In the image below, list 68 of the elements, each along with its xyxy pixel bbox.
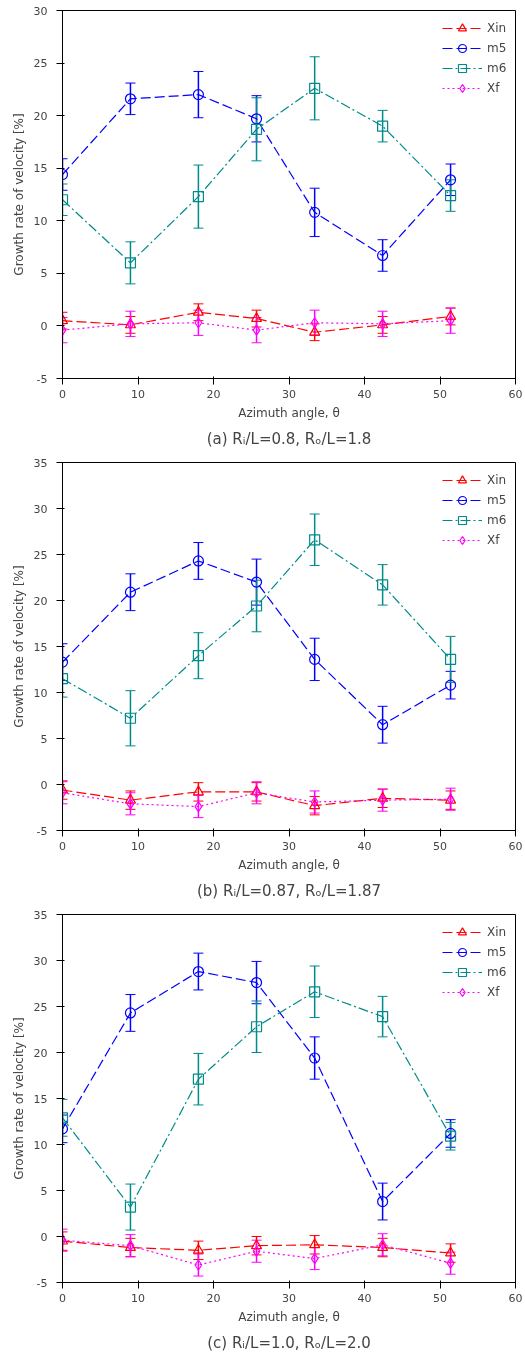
y-tick-label: 30 bbox=[33, 954, 48, 968]
x-tick-label: 30 bbox=[282, 1291, 296, 1305]
x-tick-label: 20 bbox=[206, 387, 221, 401]
y-tick-label: 5 bbox=[40, 732, 48, 746]
x-tick-label: 60 bbox=[508, 1291, 523, 1305]
legend-label: Xin bbox=[487, 925, 507, 939]
y-tick-label: 20 bbox=[33, 594, 48, 608]
x-tick-label: 10 bbox=[131, 1291, 145, 1305]
x-tick-label: 50 bbox=[433, 839, 447, 853]
x-tick-label: 0 bbox=[59, 387, 66, 401]
text: (c) Rᵢ/L=1.0, Rₒ/L=2.0 bbox=[207, 1333, 371, 1352]
text: (b) Rᵢ/L=0.87, Rₒ/L=1.87 bbox=[196, 881, 382, 900]
y-tick-label: 15 bbox=[33, 640, 48, 654]
y-tick-label: 35 bbox=[33, 456, 48, 470]
x-tick-label: 30 bbox=[282, 839, 296, 853]
y-tick-label: 25 bbox=[33, 548, 48, 562]
y-tick-label: 25 bbox=[33, 1000, 48, 1014]
legend-label: Xin bbox=[487, 473, 507, 487]
y-tick-label: 5 bbox=[40, 1184, 48, 1198]
legend-label: m6 bbox=[487, 965, 507, 979]
x-tick-label: 60 bbox=[508, 839, 523, 853]
y-tick-label: 35 bbox=[33, 908, 48, 922]
legend-label: Xf bbox=[487, 985, 501, 999]
x-tick-label: 50 bbox=[433, 1291, 447, 1305]
y-tick-label: -5 bbox=[36, 372, 48, 386]
y-tick-label: 20 bbox=[33, 109, 48, 123]
legend-label: Xf bbox=[487, 533, 501, 547]
y-axis-title: Growth rate of velocity [%] bbox=[11, 1017, 26, 1180]
y-tick-label: -5 bbox=[36, 1276, 48, 1290]
y-tick-label: -5 bbox=[36, 824, 48, 838]
legend-label: m5 bbox=[487, 41, 507, 55]
y-tick-label: 15 bbox=[33, 1092, 48, 1106]
x-axis-title: Azimuth angle, θ bbox=[238, 857, 340, 872]
y-tick-label: 30 bbox=[33, 4, 48, 18]
x-tick-label: 20 bbox=[206, 1291, 221, 1305]
y-axis-title: Growth rate of velocity [%] bbox=[11, 113, 26, 276]
legend-label: m5 bbox=[487, 493, 507, 507]
x-tick-label: 50 bbox=[433, 387, 447, 401]
y-tick-label: 15 bbox=[33, 162, 48, 176]
y-tick-label: 10 bbox=[33, 214, 48, 228]
x-tick-label: 0 bbox=[59, 839, 66, 853]
legend-label: Xin bbox=[487, 21, 507, 35]
x-tick-label: 10 bbox=[131, 839, 145, 853]
y-tick-label: 10 bbox=[33, 686, 48, 700]
x-axis-title: Azimuth angle, θ bbox=[238, 1309, 340, 1324]
y-tick-label: 30 bbox=[33, 502, 48, 516]
y-tick-label: 0 bbox=[40, 778, 48, 792]
y-tick-label: 25 bbox=[33, 57, 48, 71]
legend-label: m6 bbox=[487, 513, 507, 527]
x-tick-label: 20 bbox=[206, 839, 221, 853]
y-tick-label: 5 bbox=[40, 267, 48, 281]
y-tick-label: 0 bbox=[40, 319, 48, 333]
x-tick-label: 10 bbox=[131, 387, 145, 401]
y-tick-label: 0 bbox=[40, 1230, 48, 1244]
x-tick-label: 0 bbox=[59, 1291, 66, 1305]
y-axis-title: Growth rate of velocity [%] bbox=[11, 565, 26, 728]
x-tick-label: 40 bbox=[357, 1291, 372, 1305]
y-tick-label: 10 bbox=[33, 1138, 48, 1152]
text: (a) Rᵢ/L=0.8, Rₒ/L=1.8 bbox=[206, 429, 372, 448]
x-tick-label: 60 bbox=[508, 387, 523, 401]
x-tick-label: 40 bbox=[357, 839, 372, 853]
x-axis-title: Azimuth angle, θ bbox=[238, 405, 340, 420]
legend-label: Xf bbox=[487, 81, 501, 95]
legend-label: m5 bbox=[487, 945, 507, 959]
legend-label: m6 bbox=[487, 61, 507, 75]
x-tick-label: 30 bbox=[282, 387, 296, 401]
y-tick-label: 20 bbox=[33, 1046, 48, 1060]
x-tick-label: 40 bbox=[357, 387, 372, 401]
